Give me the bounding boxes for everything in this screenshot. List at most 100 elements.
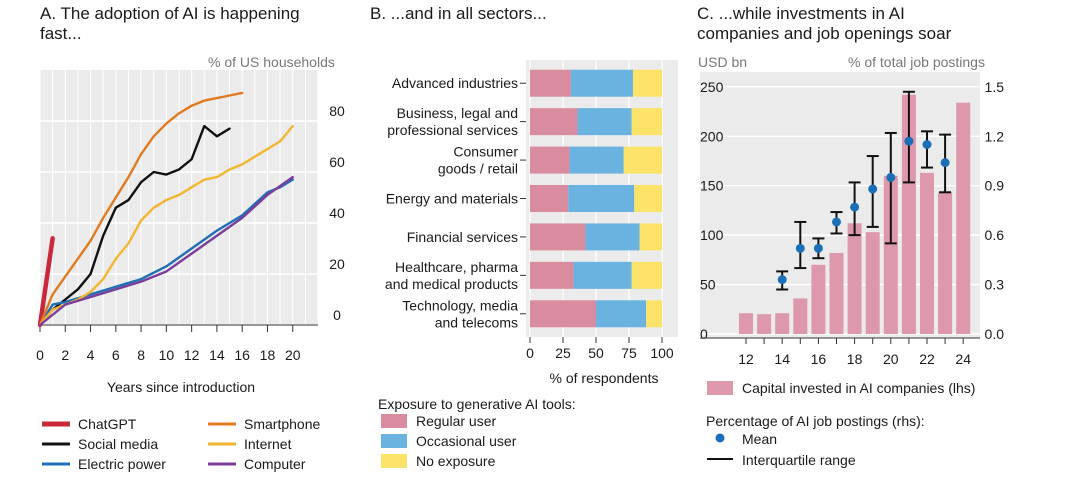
bar-segment-none	[631, 108, 662, 136]
x-axis-label: % of respondents	[550, 370, 659, 386]
bar-segment-occasional	[585, 223, 640, 251]
mean-point	[886, 172, 896, 182]
bar-segment-regular	[530, 108, 578, 136]
legend-label-regular: Regular user	[416, 413, 496, 429]
bar-segment-occasional	[596, 300, 647, 328]
bar-segment-regular	[530, 300, 596, 328]
x-tick-label: 0	[36, 347, 44, 363]
bar-invest	[739, 313, 753, 334]
legend-label-internet: Internet	[244, 436, 292, 452]
y-tick-label-right: 1.5	[985, 79, 1005, 95]
category-label: professional services	[387, 122, 518, 138]
bar-invest	[829, 252, 844, 334]
y-tick-label-left: 200	[700, 128, 724, 144]
y-tick-label-right: 0.3	[985, 277, 1005, 293]
panel-b-chart: Advanced industries Business, legal andpr…	[381, 60, 678, 469]
bar-segment-none	[646, 300, 662, 328]
legend-swatch-regular	[381, 414, 407, 428]
legend-label-none: No exposure	[416, 453, 496, 469]
mean-point	[832, 217, 841, 227]
bar-invest	[956, 102, 971, 335]
x-tick-label: 22	[919, 351, 935, 367]
y-tick-label-right: 1.2	[985, 128, 1005, 144]
x-tick-label: 12	[184, 347, 200, 363]
bar-invest	[793, 298, 808, 334]
series-line-smartphone	[38, 91, 244, 327]
bar-invest	[865, 232, 880, 334]
x-tick-label: 16	[234, 347, 250, 363]
x-tick-label: 14	[774, 351, 790, 367]
y-tick-label: 20	[329, 256, 345, 272]
panel-c-legend-bar-label: Capital invested in AI companies (lhs)	[742, 380, 976, 396]
legend-swatch-mean	[715, 433, 725, 443]
y-tick-label: 40	[329, 205, 345, 221]
mean-point	[868, 184, 878, 194]
x-tick-label: 25	[555, 345, 571, 361]
x-tick-label: 4	[87, 347, 95, 363]
legend-swatch-none	[381, 454, 407, 468]
x-tick-label: 18	[847, 351, 863, 367]
bar-segment-none	[623, 146, 662, 174]
category-label: Financial services	[407, 229, 518, 245]
bar-segment-none	[631, 261, 662, 289]
bar-segment-occasional	[568, 185, 635, 212]
panel-c-legend-iqr-label: Interquartile range	[742, 452, 856, 468]
bar-segment-none	[634, 185, 662, 212]
bar-segment-none	[639, 223, 662, 251]
panel-a-unit-label: % of US households	[208, 54, 335, 70]
legend-label-computer: Computer	[244, 456, 306, 472]
bar-segment-regular	[530, 261, 574, 289]
x-tick-label: 2	[61, 347, 69, 363]
mean-point	[904, 136, 914, 146]
bar-invest	[757, 314, 772, 334]
x-tick-label: 16	[811, 351, 827, 367]
bar-segment-occasional	[577, 108, 632, 136]
x-tick-label: 20	[285, 347, 301, 363]
bar-invest	[775, 313, 790, 334]
bar-segment-regular	[530, 69, 571, 97]
x-tick-label: 75	[621, 345, 637, 361]
legend-label-occasional: Occasional user	[416, 433, 517, 449]
panel-b-title-line1: B. ...and in all sectors...	[370, 4, 547, 23]
x-tick-label: 10	[159, 347, 175, 363]
y-tick-label: 60	[329, 154, 345, 170]
series-line-internet	[38, 124, 294, 327]
series-line-electric	[38, 178, 294, 327]
bar-invest	[847, 223, 862, 334]
bar-invest	[938, 192, 953, 334]
x-tick-label: 24	[955, 351, 971, 367]
category-label: Advanced industries	[392, 75, 518, 91]
mean-point	[922, 140, 932, 150]
legend-label-social: Social media	[78, 436, 158, 452]
legend-label-smartphone: Smartphone	[244, 416, 320, 432]
x-tick-label: 100	[650, 345, 674, 361]
legend-label-chatgpt: ChatGPT	[78, 416, 137, 432]
panel-c-right-unit: % of total job postings	[848, 54, 985, 70]
panel-c-chart: 0 50 100 150 200 250 0.0 0.3 0.6 0.9 1.2 1.5 12 14 16 1…	[700, 72, 1005, 460]
category-label: Healthcare, pharma	[395, 259, 518, 275]
panel-b-legend-title: Exposure to generative AI tools:	[378, 396, 576, 412]
mean-point	[940, 158, 950, 168]
y-tick-label-left: 0	[700, 326, 708, 342]
x-tick-label: 20	[883, 351, 899, 367]
y-tick-label-left: 150	[700, 178, 724, 194]
category-label: and medical products	[385, 276, 518, 292]
legend-swatch-occasional	[381, 434, 407, 448]
bar-segment-occasional	[570, 69, 633, 97]
bar-segment-occasional	[573, 261, 632, 289]
y-tick-label: 80	[329, 103, 345, 119]
panel-a-title-line1: A. The adoption of AI is happening	[40, 4, 300, 23]
panel-c-left-unit: USD bn	[698, 54, 748, 70]
panel-a-chart: 0 20 40 60 80 0 2 4 6 8 10 12 14 16 18 20 Years since in…	[36, 70, 345, 472]
x-tick-label: 14	[209, 347, 225, 363]
bar-invest	[883, 175, 898, 334]
x-tick-label: 8	[137, 347, 145, 363]
mean-point	[795, 243, 805, 253]
x-axis-label: Years since introduction	[107, 379, 255, 395]
panel-c-title-line2: companies and job openings soar	[697, 24, 952, 43]
bar-segment-regular	[530, 223, 586, 251]
y-tick-label-left: 250	[700, 79, 724, 95]
bar-invest	[811, 264, 826, 334]
panel-b-title: B. ...and in all sectors...	[370, 4, 547, 24]
